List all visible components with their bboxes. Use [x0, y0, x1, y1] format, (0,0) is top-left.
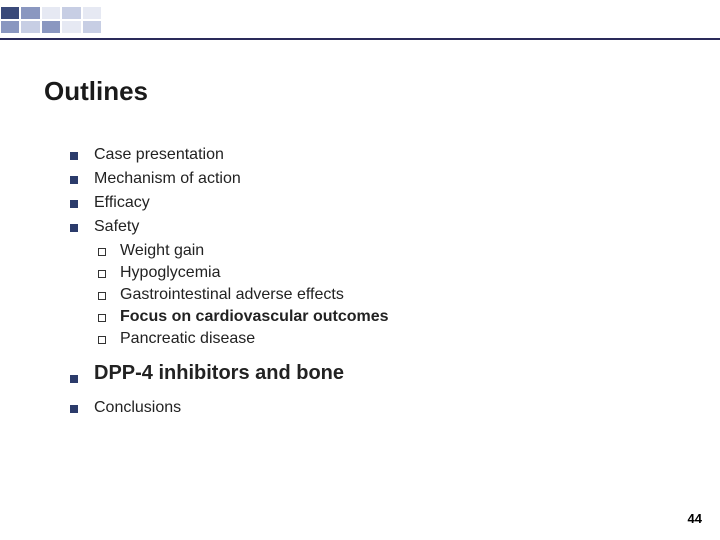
square-bullet-icon	[70, 405, 78, 413]
sub-list-item: Focus on cardiovascular outcomes	[98, 308, 630, 326]
accent-squares	[0, 6, 102, 34]
list-item: Case presentation	[70, 146, 630, 164]
slide-title: Outlines	[44, 76, 148, 107]
hollow-square-bullet-icon	[98, 248, 106, 256]
item-label: Safety	[94, 218, 139, 236]
item-label: Efficacy	[94, 194, 150, 212]
accent-header	[0, 0, 720, 40]
square-bullet-icon	[70, 375, 78, 383]
item-label: Pancreatic disease	[120, 330, 255, 348]
list-item: Efficacy	[70, 194, 630, 212]
hollow-square-bullet-icon	[98, 336, 106, 344]
hollow-square-bullet-icon	[98, 270, 106, 278]
item-label: DPP-4 inhibitors and bone	[94, 362, 344, 385]
item-label: Mechanism of action	[94, 170, 241, 188]
item-label: Weight gain	[120, 242, 204, 260]
square-bullet-icon	[70, 176, 78, 184]
page-number: 44	[688, 511, 702, 526]
item-label: Case presentation	[94, 146, 224, 164]
hollow-square-bullet-icon	[98, 292, 106, 300]
sub-list-item: Hypoglycemia	[98, 264, 630, 282]
item-label: Gastrointestinal adverse effects	[120, 286, 344, 304]
outline-list: Case presentation Mechanism of action Ef…	[70, 146, 630, 423]
sub-list-item: Weight gain	[98, 242, 630, 260]
list-item-emphasis: DPP-4 inhibitors and bone	[70, 362, 630, 385]
list-item: Safety	[70, 218, 630, 236]
item-label: Conclusions	[94, 399, 181, 417]
square-bullet-icon	[70, 224, 78, 232]
list-item: Conclusions	[70, 399, 630, 417]
sub-list-item: Pancreatic disease	[98, 330, 630, 348]
item-label: Focus on cardiovascular outcomes	[120, 308, 389, 326]
sub-list-item: Gastrointestinal adverse effects	[98, 286, 630, 304]
list-item: Mechanism of action	[70, 170, 630, 188]
square-bullet-icon	[70, 152, 78, 160]
hollow-square-bullet-icon	[98, 314, 106, 322]
square-bullet-icon	[70, 200, 78, 208]
accent-underline	[0, 38, 720, 40]
item-label: Hypoglycemia	[120, 264, 220, 282]
